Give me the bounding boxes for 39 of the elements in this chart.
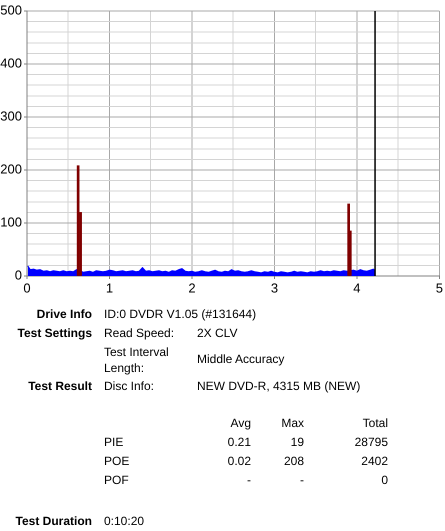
text: POE [104, 454, 130, 468]
text: 2402 [361, 454, 388, 468]
text: - [247, 473, 251, 487]
text: 0:10:20 [104, 514, 144, 528]
text: Max [281, 416, 304, 430]
text: Read Speed: [104, 326, 174, 340]
y-tick-label: 100 [0, 214, 22, 230]
text: 0.21 [228, 435, 251, 449]
y-tick-label: 0 [14, 268, 22, 283]
x-tick-label: 3 [270, 280, 278, 296]
x-tick-label: 5 [436, 280, 443, 296]
text: Test Interval Length: [104, 344, 170, 376]
y-tick-label: 200 [0, 162, 22, 177]
text: Disc Info: [104, 379, 154, 393]
y-tick-label: 500 [0, 2, 22, 18]
bar [76, 165, 80, 276]
text: Avg [230, 416, 251, 430]
text: PIE [104, 435, 124, 449]
text: POF [104, 473, 129, 487]
text: Test Duration [16, 514, 92, 528]
text: Middle Accuracy [197, 352, 284, 366]
text: Test Settings [18, 326, 92, 340]
y-tick-label: 400 [0, 56, 22, 71]
text: 19 [290, 435, 304, 449]
text: 0 [381, 473, 388, 487]
text: ID:0 DVDR V1.05 (#131644) [104, 307, 256, 321]
text: Test Result [28, 379, 92, 393]
text: Total [362, 416, 388, 430]
y-tick-label: 300 [0, 108, 22, 124]
x-tick-label: 4 [353, 280, 361, 296]
text: 0.02 [228, 454, 251, 468]
text: 2X CLV [197, 326, 238, 340]
text: NEW DVD-R, 4315 MB (NEW) [197, 379, 360, 393]
x-tick-label: 1 [106, 280, 114, 296]
text: - [300, 473, 304, 487]
text: Drive Info [36, 307, 92, 321]
text: 208 [284, 454, 304, 468]
x-tick-label: 2 [188, 280, 196, 296]
text: 28795 [354, 435, 388, 449]
